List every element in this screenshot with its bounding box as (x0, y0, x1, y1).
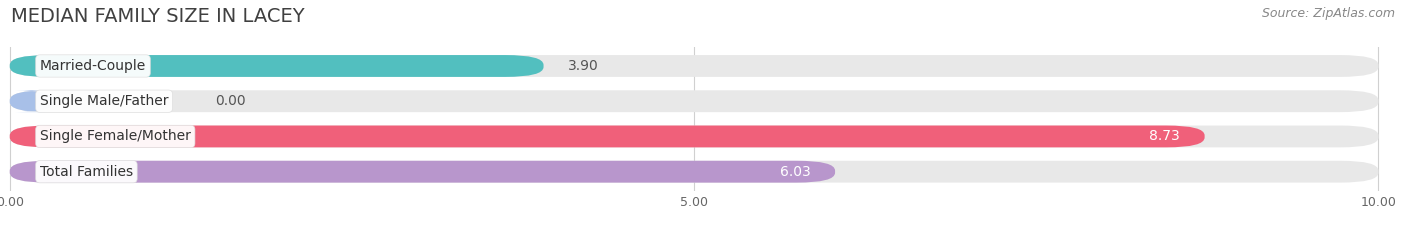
FancyBboxPatch shape (10, 90, 53, 112)
FancyBboxPatch shape (10, 55, 1378, 77)
FancyBboxPatch shape (10, 161, 835, 183)
Text: Source: ZipAtlas.com: Source: ZipAtlas.com (1261, 7, 1395, 20)
FancyBboxPatch shape (10, 126, 1378, 147)
Text: 6.03: 6.03 (780, 165, 810, 179)
Text: Total Families: Total Families (39, 165, 134, 179)
FancyBboxPatch shape (10, 161, 1378, 183)
Text: Single Female/Mother: Single Female/Mother (39, 130, 191, 144)
Text: Single Male/Father: Single Male/Father (39, 94, 169, 108)
Text: Married-Couple: Married-Couple (39, 59, 146, 73)
Text: 0.00: 0.00 (215, 94, 246, 108)
Text: MEDIAN FAMILY SIZE IN LACEY: MEDIAN FAMILY SIZE IN LACEY (11, 7, 305, 26)
FancyBboxPatch shape (10, 126, 1205, 147)
FancyBboxPatch shape (10, 55, 544, 77)
Text: 3.90: 3.90 (568, 59, 599, 73)
FancyBboxPatch shape (10, 90, 1378, 112)
Text: 8.73: 8.73 (1149, 130, 1180, 144)
